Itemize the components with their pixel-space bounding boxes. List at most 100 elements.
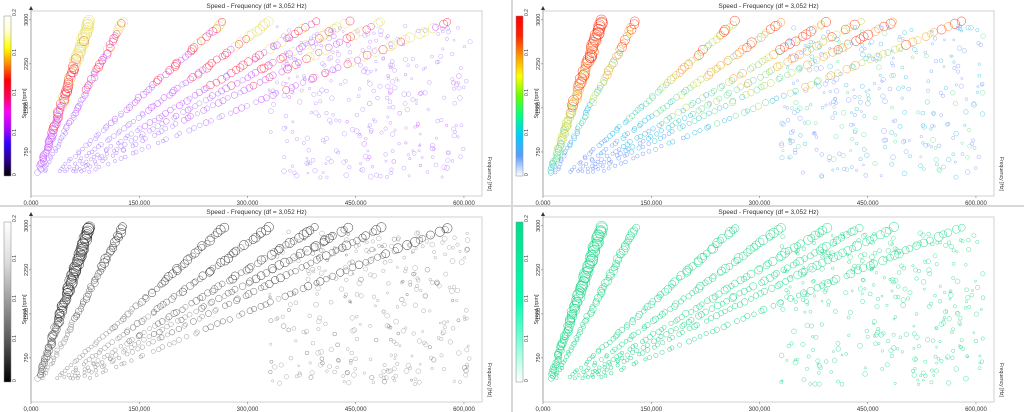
scatter-point (58, 91, 70, 103)
scatter-point (893, 315, 898, 319)
scatter-point (449, 288, 455, 294)
scatter-point (806, 286, 815, 295)
scatter-point (680, 330, 685, 335)
scatter-point (341, 374, 345, 378)
scatter-point (408, 282, 413, 287)
scatter-point (89, 344, 94, 350)
scatter-point (784, 246, 793, 255)
scatter-point (185, 253, 193, 261)
scatter-point (580, 58, 592, 70)
scatter-point (834, 101, 838, 105)
scatter-point (296, 45, 303, 52)
scatter-point (354, 260, 364, 269)
scatter-point (39, 156, 47, 163)
scatter-point (724, 321, 731, 328)
scatter-point (971, 101, 977, 106)
scatter-point (784, 288, 789, 293)
scatter-point (139, 134, 144, 139)
scatter-point (860, 277, 865, 282)
scatter-point (385, 95, 390, 100)
scatter-point (864, 328, 869, 333)
scatter-point (376, 235, 382, 242)
scatter-point (745, 108, 750, 114)
scatter-point (822, 222, 833, 233)
scatter-point (404, 326, 408, 330)
scatter-point (407, 153, 410, 157)
scatter-point (328, 159, 334, 165)
scatter-point (397, 79, 400, 82)
scatter-point (642, 117, 648, 124)
scatter-point (944, 228, 953, 237)
scatter-point (681, 115, 688, 121)
scatter-point (838, 248, 847, 257)
scatter-point (455, 242, 460, 247)
scatter-point (393, 353, 398, 357)
scatter-point (106, 329, 112, 334)
scatter-point (132, 342, 138, 348)
scatter-point (783, 105, 786, 108)
scatter-point (787, 156, 791, 160)
x-tick-label: 450,000 (345, 201, 367, 206)
scatter-point (874, 271, 878, 275)
scatter-point (855, 168, 859, 172)
scatter-point (933, 146, 938, 150)
scatter-point (135, 128, 141, 133)
scatter-point (432, 147, 436, 151)
scatter-point (849, 41, 854, 46)
scatter-point (585, 375, 590, 379)
scatter-point (316, 255, 321, 260)
scatter-point (54, 347, 60, 353)
scatter-point (964, 263, 968, 267)
scatter-point (608, 365, 614, 370)
y-axis-arrow-icon (541, 6, 545, 10)
scatter-point (590, 369, 595, 374)
scatter-point (590, 94, 597, 102)
scatter-point (306, 148, 311, 153)
scatter-point (411, 249, 416, 254)
scatter-point (602, 370, 607, 375)
scatter-point (84, 153, 89, 159)
scatter-point (298, 51, 303, 56)
scatter-point (656, 86, 664, 93)
scatter-point (619, 367, 624, 372)
scatter-point (118, 344, 123, 349)
scatter-point (74, 169, 78, 174)
scatter-point (304, 282, 313, 291)
scatter-point (332, 331, 337, 337)
scatter-point (299, 285, 307, 293)
scatter-point (955, 250, 959, 254)
scatter-point (122, 154, 128, 160)
scatter-point (108, 37, 117, 46)
scatter-point (952, 38, 955, 42)
scatter-point (833, 96, 837, 101)
scatter-point (961, 48, 967, 54)
scatter-point (864, 366, 867, 370)
scatter-point (640, 350, 646, 356)
scatter-point (367, 257, 375, 264)
scatter-point (115, 20, 125, 31)
scatter-point (55, 376, 60, 381)
scatter-point (218, 17, 226, 26)
scatter-point (859, 84, 865, 89)
scatter-point (452, 285, 457, 290)
scatter-point (560, 126, 568, 134)
scatter-point (205, 268, 214, 277)
scatter-point (967, 143, 973, 149)
scatter-point (574, 368, 579, 373)
scatter-point (367, 123, 372, 128)
scatter-point (622, 153, 627, 158)
scatter-point (236, 63, 245, 72)
scatter-point (582, 154, 588, 159)
scatter-point (828, 46, 832, 50)
scatter-point (109, 339, 115, 345)
scatter-point (192, 278, 199, 286)
scatter-point (142, 293, 149, 300)
scatter-point (217, 75, 226, 84)
scatter-point (116, 128, 122, 134)
scatter-point (801, 170, 805, 175)
scatter-point (692, 287, 700, 294)
scatter-point (754, 61, 762, 69)
scatter-point (660, 105, 667, 112)
scatter-point (198, 293, 207, 301)
scatter-point (814, 77, 822, 85)
